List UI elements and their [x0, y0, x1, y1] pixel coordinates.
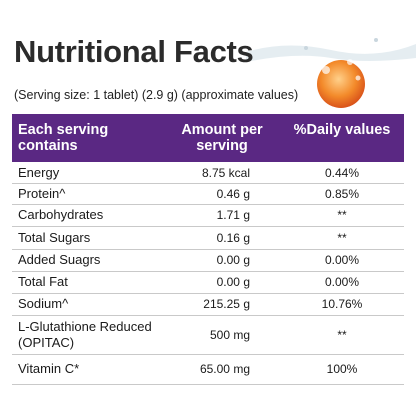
table-cell: 8.75 kcal [201, 165, 250, 180]
table-cell: Carbohydrates [18, 207, 104, 222]
table-cell: 500 mg [209, 327, 250, 342]
table-cell: ** [337, 208, 347, 222]
tablet-splash [246, 38, 416, 108]
table-cell: 0.85% [324, 186, 360, 201]
column-header: %Daily values [293, 122, 391, 138]
table-cell: Vitamin C* [18, 361, 80, 376]
table-row: Energy 8.75 kcal 0.44% [12, 162, 404, 184]
table-row: Added Suagrs 0.00 g 0.00% [12, 249, 404, 272]
table-cell: L-Glutathione Reduced (OPITAC) [18, 318, 152, 350]
column-header: Amount per serving [181, 122, 263, 154]
table-cell: ** [337, 230, 347, 245]
table-cell: 100% [326, 362, 358, 376]
table-row: L-Glutathione Reduced (OPITAC) 500 mg ** [12, 315, 404, 355]
title: Nutritional Facts [14, 34, 254, 69]
table-row: Vitamin C* 65.00 mg 100% [12, 354, 404, 385]
table-cell: 0.44% [324, 165, 360, 180]
table-cell: Total Sugars [18, 229, 91, 245]
column-header: Each serving contains [18, 122, 109, 154]
table-cell: 215.25 g [203, 297, 250, 311]
table-cell: 0.00% [324, 253, 360, 267]
table-row: Protein^ 0.46 g 0.85% [12, 183, 404, 205]
table-header: Each serving contains Amount per serving… [12, 114, 404, 162]
table-cell: 0.00 g [216, 253, 250, 267]
table-row: Sodium^ 215.25 g 10.76% [12, 293, 404, 316]
table-row: Total Fat 0.00 g 0.00% [12, 271, 404, 294]
table-cell: Energy [18, 164, 60, 180]
table-cell: Total Fat [18, 274, 68, 289]
table-cell: 10.76% [321, 297, 363, 311]
subtitle: (Serving size: 1 tablet) (2.9 g) (approx… [14, 88, 299, 102]
table-cell: Protein^ [18, 185, 66, 201]
table-cell: 65.00 mg [199, 362, 250, 376]
table-cell: ** [337, 327, 347, 342]
table-row: Carbohydrates 1.71 g ** [12, 204, 404, 227]
table-cell: 0.00% [324, 275, 360, 289]
table-cell: Sodium^ [18, 296, 69, 311]
table-cell: 0.46 g [216, 186, 250, 201]
table-cell: 1.71 g [216, 208, 250, 222]
table-cell: Added Suagrs [18, 252, 101, 267]
table-cell: 0.16 g [216, 230, 250, 245]
table-row: Total Sugars 0.16 g ** [12, 226, 404, 250]
table-cell: 0.00 g [216, 275, 250, 289]
